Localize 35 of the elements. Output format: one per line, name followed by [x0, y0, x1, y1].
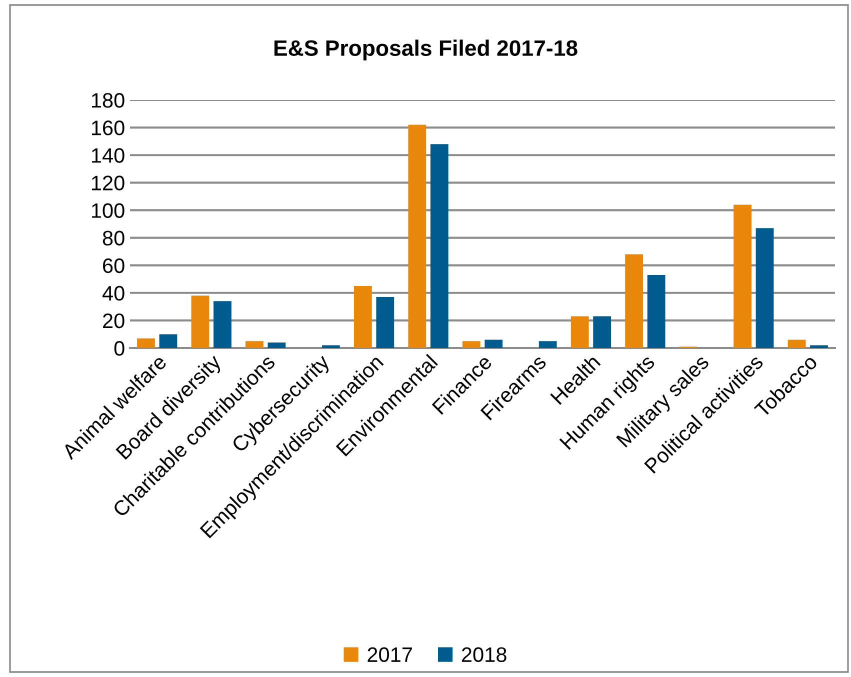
- legend-label: 2018: [462, 647, 506, 662]
- bar: [268, 342, 286, 348]
- bar: [214, 301, 232, 348]
- y-tick-label: 20: [103, 313, 124, 328]
- bar: [322, 345, 340, 348]
- bar: [408, 124, 426, 348]
- bar: [484, 340, 503, 348]
- bar: [376, 297, 394, 348]
- bar: [647, 274, 666, 348]
- y-tick-label: 160: [92, 120, 124, 136]
- bar: [191, 296, 210, 348]
- bar: [354, 286, 372, 348]
- bar: [538, 341, 557, 348]
- bar: [734, 204, 752, 348]
- bar: [246, 341, 264, 348]
- legend-label: 2017: [368, 647, 412, 662]
- bar: [462, 341, 480, 348]
- bar: [159, 334, 178, 348]
- bar: [430, 144, 448, 348]
- y-tick-label: 180: [92, 93, 124, 108]
- y-tick-label: 60: [103, 258, 124, 274]
- bar: [625, 254, 644, 348]
- bar: [137, 338, 155, 348]
- y-tick-label: 0: [114, 341, 124, 356]
- bar: [756, 228, 774, 348]
- chart-title: E&S Proposals Filed 2017-18: [274, 40, 578, 60]
- y-tick-label: 120: [92, 176, 124, 190]
- bar: [788, 340, 806, 348]
- bar: [570, 316, 589, 348]
- bar: [593, 316, 612, 348]
- y-tick-label: 100: [92, 203, 124, 218]
- bar: [810, 345, 828, 348]
- y-tick-label: 140: [92, 148, 124, 163]
- y-tick-label: 80: [102, 230, 124, 246]
- y-tick-label: 40: [102, 286, 124, 301]
